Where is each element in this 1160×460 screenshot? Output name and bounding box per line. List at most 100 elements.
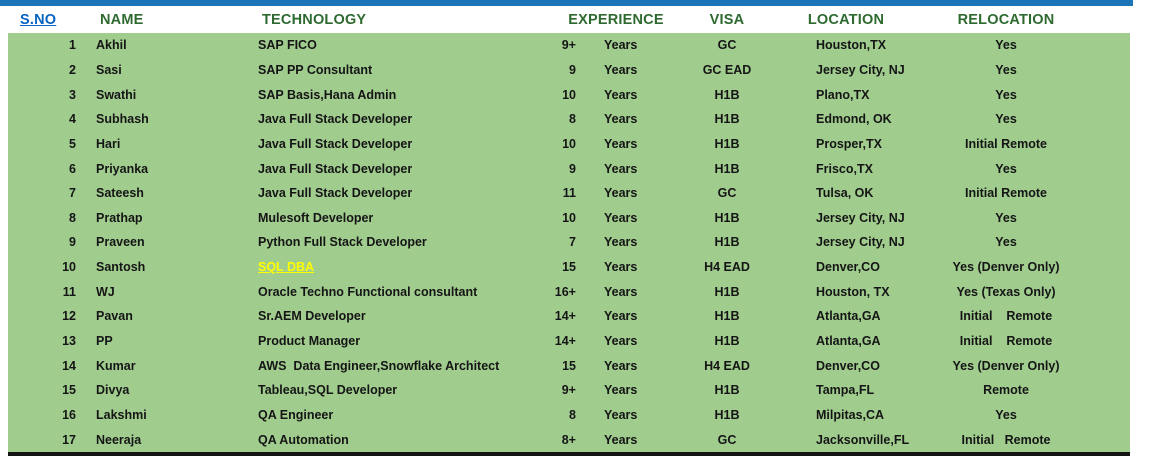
- cell-name: Neeraja: [96, 432, 142, 447]
- cell-relocation: Yes: [995, 38, 1017, 53]
- cell-location: Milpitas,CA: [816, 407, 885, 422]
- cell-technology: Java Full Stack Developer: [258, 186, 413, 201]
- cell-experience-unit: Years: [604, 432, 638, 447]
- cell-experience-unit: Years: [604, 87, 638, 102]
- cell-name: Divya: [96, 383, 130, 398]
- cell-visa: H1B: [714, 136, 740, 151]
- cell-serial-number: 14: [62, 358, 76, 373]
- cell-technology: Mulesoft Developer: [258, 210, 374, 225]
- table-row: 15 Divya Tableau,SQL Developer 9+ Years H1B Ta…: [8, 378, 1130, 403]
- cell-visa: H1B: [714, 284, 740, 299]
- cell-experience-number: 8: [569, 407, 576, 422]
- cell-relocation: Yes: [995, 87, 1017, 102]
- cell-location: Edmond, OK: [816, 112, 892, 127]
- table-row: 13 PP Product Manager 14+ Years H1B Atlanta,GA…: [8, 329, 1130, 354]
- cell-serial-number: 11: [62, 284, 76, 299]
- cell-location: Atlanta,GA: [816, 309, 881, 324]
- table-row: 9 Praveen Python Full Stack Developer 7 Year…: [8, 230, 1130, 255]
- sno-header-link[interactable]: S.NO: [20, 11, 57, 28]
- cell-serial-number: 10: [62, 260, 76, 275]
- cell-experience-unit: Years: [604, 38, 638, 53]
- cell-technology: AWS Data Engineer,Snowflake Architect: [258, 358, 500, 373]
- cell-visa: H1B: [714, 210, 740, 225]
- cell-serial-number: 16: [62, 407, 76, 422]
- cell-relocation: Remote: [983, 383, 1029, 398]
- cell-experience-number: 16+: [554, 284, 576, 299]
- column-header-technology: TECHNOLOGY: [262, 11, 367, 28]
- cell-name: Hari: [96, 136, 121, 151]
- cell-name: Sateesh: [96, 186, 144, 201]
- cell-experience-unit: Years: [604, 309, 638, 324]
- column-header-visa: VISA: [709, 11, 745, 28]
- cell-visa: H4 EAD: [704, 260, 750, 275]
- cell-experience-unit: Years: [604, 260, 638, 275]
- cell-experience-unit: Years: [604, 161, 638, 176]
- cell-experience-number: 9: [569, 62, 576, 77]
- cell-serial-number: 7: [69, 186, 76, 201]
- cell-experience-unit: Years: [604, 186, 638, 201]
- table-row: 6 Priyanka Java Full Stack Developer 9 Years…: [8, 156, 1130, 181]
- column-header-sno: S.NO: [0, 6, 84, 33]
- cell-location: Frisco,TX: [816, 161, 873, 176]
- table-row: 5 Hari Java Full Stack Developer 10 Years H1B…: [8, 132, 1130, 157]
- cell-experience-number: 8: [569, 112, 576, 127]
- cell-location: Houston,TX: [816, 38, 887, 53]
- cell-location: Jacksonville,FL: [816, 432, 910, 447]
- cell-name: Kumar: [96, 358, 136, 373]
- table-row: 7 Sateesh Java Full Stack Developer 11 Years…: [8, 181, 1130, 206]
- cell-experience-unit: Years: [604, 210, 638, 225]
- cell-visa: GC: [717, 186, 737, 201]
- cell-serial-number: 4: [69, 112, 76, 127]
- cell-visa: H4 EAD: [704, 358, 750, 373]
- top-border-bar: [0, 0, 1133, 6]
- cell-name: Akhil: [96, 38, 127, 53]
- table-body: 1 Akhil SAP FICO 9+ Years GC Houston,TX Yes 2 Sas…: [8, 33, 1130, 456]
- cell-relocation: Initial Remote: [965, 136, 1047, 151]
- cell-location: Jersey City, NJ: [816, 210, 905, 225]
- cell-location: Houston, TX: [816, 284, 890, 299]
- cell-name: PP: [96, 334, 113, 348]
- cell-location: Tulsa, OK: [816, 186, 874, 201]
- cell-relocation: Yes: [995, 112, 1017, 127]
- cell-serial-number: 15: [62, 383, 76, 398]
- technology-link[interactable]: SQL DBA: [258, 260, 315, 275]
- cell-experience-unit: Years: [604, 235, 638, 250]
- cell-name: Priyanka: [96, 161, 149, 176]
- cell-technology: SAP FICO: [258, 38, 317, 53]
- cell-location: Prosper,TX: [816, 136, 882, 151]
- cell-visa: GC: [717, 38, 737, 53]
- cell-serial-number: 9: [69, 235, 76, 250]
- cell-location: Denver,CO: [816, 260, 880, 275]
- cell-visa: GC: [717, 432, 737, 447]
- cell-relocation: Yes: [995, 161, 1017, 176]
- cell-technology: QA Automation: [258, 432, 349, 447]
- table-row: 2 Sasi SAP PP Consultant 9 Years GC EAD Jersey…: [8, 58, 1130, 83]
- cell-experience-number: 15: [562, 358, 576, 373]
- cell-name: Prathap: [96, 210, 143, 225]
- table-row: 14 Kumar AWS Data Engineer,Snowflake Archi…: [8, 353, 1130, 378]
- cell-visa: H1B: [714, 407, 740, 422]
- cell-name: Praveen: [96, 235, 145, 250]
- cell-technology: SAP PP Consultant: [258, 62, 373, 77]
- cell-experience-number: 7: [569, 235, 576, 250]
- cell-technology: Product Manager: [258, 334, 361, 348]
- cell-visa: H1B: [714, 235, 740, 250]
- cell-experience-unit: Years: [604, 407, 638, 422]
- cell-serial-number: 12: [62, 309, 76, 324]
- cell-experience-number: 11: [562, 186, 576, 201]
- cell-name: Pavan: [96, 309, 133, 324]
- cell-experience-number: 10: [562, 87, 576, 102]
- cell-experience-unit: Years: [604, 383, 638, 398]
- cell-name: Santosh: [96, 260, 146, 275]
- cell-visa: H1B: [714, 309, 740, 324]
- cell-name: Subhash: [96, 112, 149, 127]
- cell-visa: H1B: [714, 161, 740, 176]
- cell-location: Jersey City, NJ: [816, 235, 905, 250]
- cell-relocation: Initial Remote: [965, 186, 1047, 201]
- cell-serial-number: 17: [62, 432, 76, 447]
- table-row: 10 Santosh SQL DBA 15 Years H4 EAD Denver,CO Ye…: [8, 255, 1130, 280]
- cell-relocation: Yes: [995, 210, 1017, 225]
- cell-technology: SQL DBA: [243, 255, 544, 280]
- cell-experience-number: 9+: [561, 383, 576, 398]
